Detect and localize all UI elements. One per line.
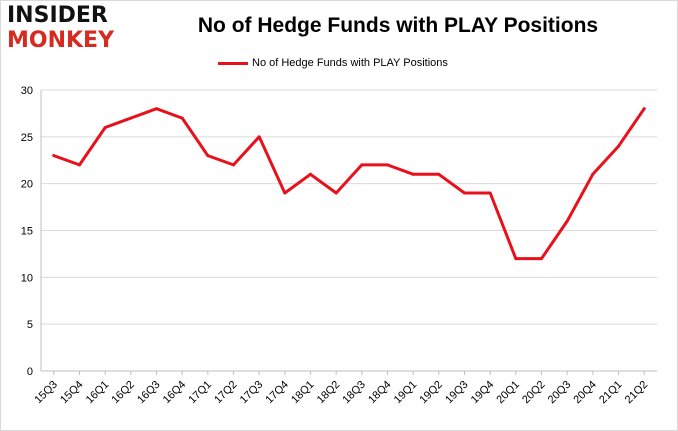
legend-label: No of Hedge Funds with PLAY Positions: [252, 57, 448, 69]
y-tick-label: 0: [27, 366, 33, 378]
y-tick-label: 30: [21, 85, 33, 97]
legend-swatch: [218, 61, 248, 65]
x-tick-label: 18Q4: [366, 379, 394, 407]
data-point: [617, 144, 620, 148]
data-point: [232, 163, 235, 167]
data-point: [52, 154, 56, 158]
x-tick-label: 20Q2: [520, 379, 548, 407]
x-tick-label: 21Q1: [597, 379, 625, 407]
y-tick-label: 25: [21, 132, 33, 144]
data-point: [334, 191, 338, 195]
logo-text-monkey: MONKEY: [7, 28, 115, 53]
data-point: [103, 125, 107, 129]
y-tick-label: 20: [21, 179, 33, 191]
data-point: [129, 116, 133, 120]
x-tick-label: 20Q4: [571, 379, 599, 407]
x-tick-label: 20Q3: [546, 379, 574, 407]
x-tick-label: 18Q2: [315, 379, 343, 407]
x-tick-label: 17Q2: [212, 379, 240, 407]
x-tick-label: 21Q2: [623, 379, 651, 407]
data-point: [642, 107, 646, 111]
data-point: [180, 116, 184, 120]
x-tick-label: 17Q4: [263, 379, 291, 407]
data-point: [488, 191, 492, 195]
data-point: [283, 191, 287, 195]
data-point: [463, 191, 466, 195]
data-point: [155, 107, 158, 111]
x-tick-label: 15Q4: [58, 379, 86, 407]
insider-monkey-logo: INSIDER MONKEY: [7, 5, 127, 57]
data-point: [78, 163, 81, 167]
data-point: [565, 219, 569, 223]
x-tick-label: 19Q1: [392, 379, 420, 407]
y-tick-label: 10: [21, 272, 33, 284]
data-point: [257, 135, 261, 139]
x-tick-label: 16Q1: [84, 379, 112, 407]
data-point: [411, 172, 415, 176]
x-tick-label: 20Q1: [494, 379, 522, 407]
x-tick-label: 18Q1: [289, 379, 317, 407]
x-tick-label: 16Q2: [109, 379, 137, 407]
logo-text-insider: INSIDER: [7, 3, 108, 28]
data-point: [309, 172, 312, 176]
x-tick-label: 16Q3: [135, 379, 163, 407]
chart-title: No of Hedge Funds with PLAY Positions: [197, 14, 599, 37]
data-point: [360, 163, 364, 167]
data-point: [591, 172, 595, 176]
x-tick-label: 17Q1: [186, 379, 214, 407]
series-line: [52, 107, 646, 261]
x-tick-label: 16Q4: [161, 379, 189, 407]
x-tick-label: 19Q2: [417, 379, 445, 407]
data-point: [514, 257, 518, 261]
x-tick-label: 18Q3: [340, 379, 368, 407]
data-point: [206, 154, 210, 158]
y-tick-label: 5: [27, 319, 33, 331]
data-point: [540, 257, 543, 261]
data-point: [437, 172, 441, 176]
chart-legend: No of Hedge Funds with PLAY Positions: [218, 55, 448, 71]
x-tick-label: 19Q3: [443, 379, 471, 407]
data-point: [386, 163, 389, 167]
x-tick-label: 15Q3: [32, 379, 60, 407]
y-tick-label: 15: [21, 226, 33, 238]
x-tick-label: 17Q3: [238, 379, 266, 407]
x-tick-label: 19Q4: [469, 379, 497, 407]
